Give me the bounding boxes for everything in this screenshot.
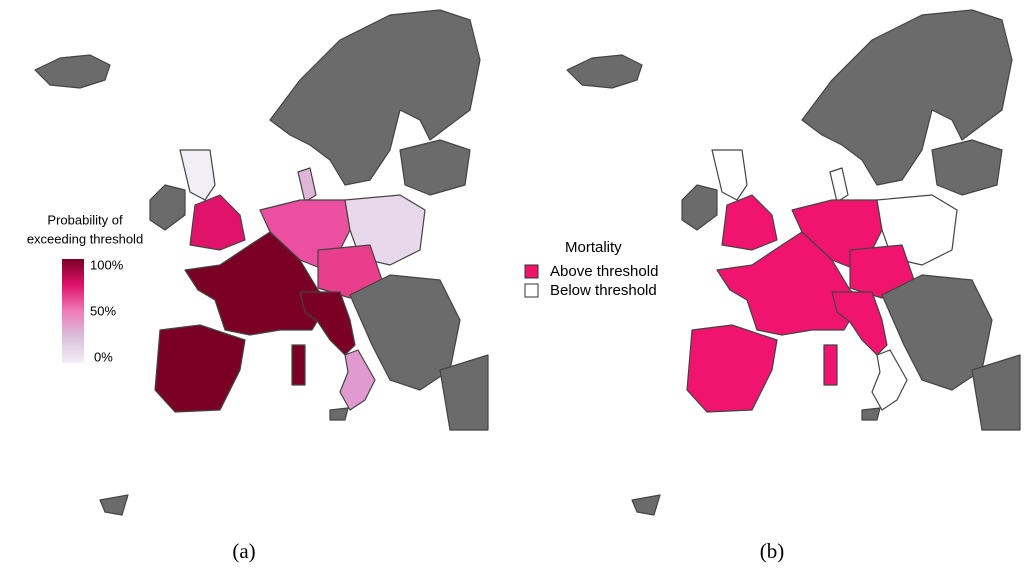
legend-title: Probability of — [47, 212, 123, 227]
legend-swatch — [524, 283, 539, 298]
color-bar — [62, 259, 84, 363]
legend-tick: 50% — [90, 303, 116, 318]
legend-title: exceeding threshold — [27, 231, 143, 246]
caption: (a) — [232, 539, 255, 563]
legend-a: Probability of exceeding threshold 100% … — [27, 212, 143, 364]
caption: (b) — [760, 539, 785, 563]
legend-title: Mortality — [565, 239, 622, 256]
legend-tick: 0% — [94, 349, 113, 364]
legend-swatch — [524, 264, 539, 279]
legend-b: Mortality Above threshold Below threshol… — [524, 239, 658, 299]
legend-label: Below threshold — [550, 282, 657, 299]
legend-tick: 100% — [90, 257, 124, 272]
legend-label: Above threshold — [550, 263, 658, 280]
